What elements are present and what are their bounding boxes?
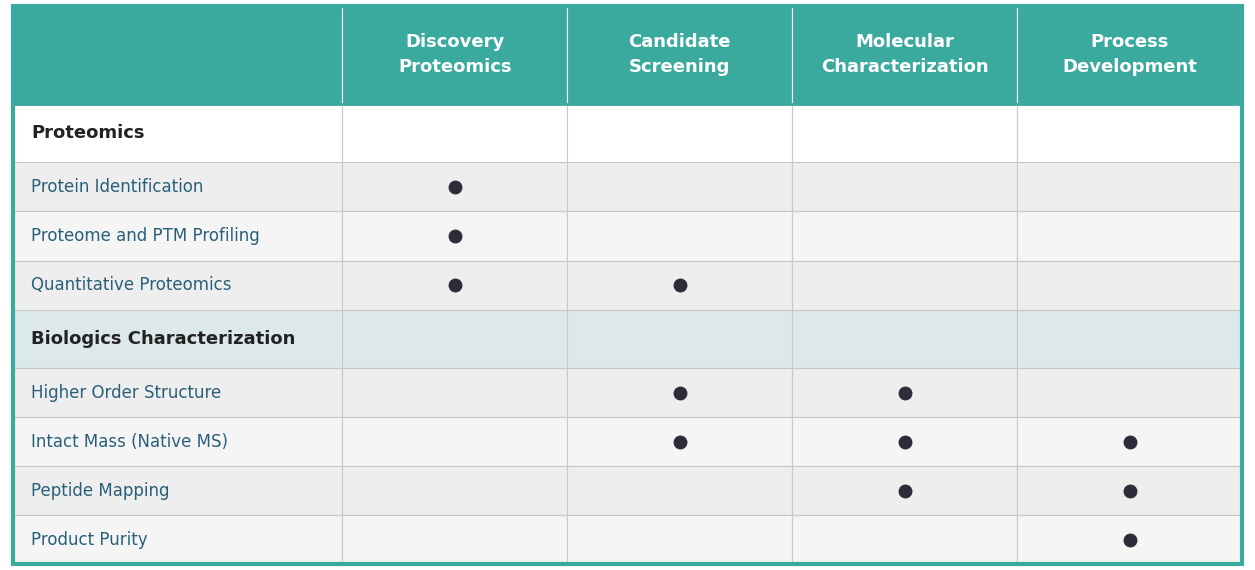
Bar (1018, 260, 1242, 310)
Text: Process
Development: Process Development (1063, 33, 1197, 76)
Bar (567, 417, 792, 466)
Bar (343, 162, 567, 211)
Bar (1018, 310, 1242, 368)
Bar (1018, 515, 1242, 564)
Bar (792, 515, 1018, 564)
Bar (567, 6, 792, 104)
Bar (792, 211, 1018, 260)
Text: Molecular
Characterization: Molecular Characterization (821, 33, 989, 76)
Bar (567, 368, 792, 417)
Bar (1018, 417, 1242, 466)
Bar (792, 260, 1018, 310)
Bar (13, 104, 1242, 162)
Bar (13, 515, 343, 564)
Bar (792, 466, 1018, 515)
Bar (343, 211, 567, 260)
Bar (1018, 211, 1242, 260)
Bar (1018, 104, 1242, 162)
Bar (567, 211, 792, 260)
Bar (343, 466, 567, 515)
Bar (343, 6, 567, 104)
Bar (792, 417, 1018, 466)
Bar (792, 104, 1018, 162)
Text: Biologics Characterization: Biologics Characterization (31, 330, 296, 348)
Bar (13, 310, 1242, 368)
Bar (567, 466, 792, 515)
Bar (13, 260, 343, 310)
Bar (567, 260, 792, 310)
Bar (567, 515, 792, 564)
Text: Proteomics: Proteomics (31, 124, 144, 142)
Bar (1018, 6, 1242, 104)
Bar (343, 260, 567, 310)
Bar (1018, 466, 1242, 515)
Bar (13, 6, 343, 104)
Bar (343, 368, 567, 417)
Bar (792, 368, 1018, 417)
Bar (792, 6, 1018, 104)
Bar (343, 515, 567, 564)
Bar (567, 162, 792, 211)
Bar (13, 211, 343, 260)
Text: Intact Mass (Native MS): Intact Mass (Native MS) (31, 433, 228, 451)
Bar (343, 104, 567, 162)
Text: Protein Identification: Protein Identification (31, 178, 203, 196)
Bar (567, 310, 792, 368)
Text: Candidate
Screening: Candidate Screening (629, 33, 730, 76)
Bar (1018, 162, 1242, 211)
Bar (13, 466, 343, 515)
Bar (13, 417, 343, 466)
Bar (567, 104, 792, 162)
Text: Peptide Mapping: Peptide Mapping (31, 482, 169, 500)
Text: Higher Order Structure: Higher Order Structure (31, 384, 222, 402)
Text: Discovery
Proteomics: Discovery Proteomics (398, 33, 512, 76)
Bar (13, 162, 343, 211)
Bar (343, 310, 567, 368)
Text: Product Purity: Product Purity (31, 531, 148, 549)
Bar (343, 417, 567, 466)
Text: Quantitative Proteomics: Quantitative Proteomics (31, 276, 232, 294)
Bar (792, 310, 1018, 368)
Bar (792, 162, 1018, 211)
Bar (1018, 368, 1242, 417)
Text: Proteome and PTM Profiling: Proteome and PTM Profiling (31, 227, 260, 245)
Bar (13, 368, 343, 417)
